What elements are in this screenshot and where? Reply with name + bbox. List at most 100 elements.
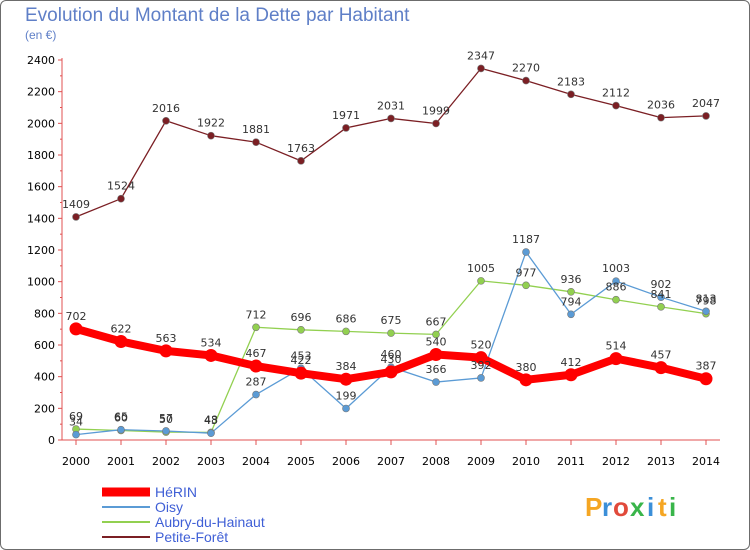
data-label: 902 [651,278,672,291]
data-label: 520 [471,339,492,352]
data-label: 813 [696,292,717,305]
data-point [702,307,710,316]
data-label: 1971 [332,109,360,122]
brand-letter: r [602,492,612,522]
y-tick-label: 600 [34,339,55,352]
data-label: 1524 [107,180,135,193]
data-label: 563 [156,332,177,345]
data-point [162,117,170,125]
data-label: 387 [696,360,717,373]
data-point [432,119,440,128]
data-label: 1005 [467,262,495,275]
data-point [654,361,668,375]
data-point [162,427,170,435]
data-point [252,390,260,399]
data-point [657,113,665,122]
legend-label: HéRIN [155,484,197,500]
data-label: 60 [114,412,128,425]
data-point [612,277,620,285]
data-label: 540 [426,336,447,349]
data-label: 467 [246,347,267,360]
data-point [699,372,713,386]
y-tick-label: 0 [48,434,55,447]
x-tick-label: 2005 [287,455,315,468]
brand-letter: o [613,492,629,522]
data-label: 2347 [467,49,495,62]
x-tick-label: 2010 [512,455,540,468]
data-point [72,213,80,221]
axes: 0 200 400 600 800 1000 1200 1400 1600 1800 2000 220… [27,54,720,468]
data-point [207,131,215,140]
y-tick-label: 2400 [27,54,55,67]
x-tick-label: 2000 [62,455,90,468]
data-point [702,112,710,120]
data-label: 43 [204,414,218,427]
data-point [567,310,575,319]
x-tick-label: 2013 [647,455,675,468]
data-label: 2112 [602,87,630,100]
data-label: 1003 [602,262,630,275]
data-point [117,194,125,203]
data-label: 392 [471,359,492,372]
data-label: 702 [66,310,87,323]
data-point [564,368,578,382]
data-label: 2016 [152,102,180,115]
y-tick-label: 2200 [27,86,55,99]
x-tick-label: 2006 [332,455,360,468]
chart-subtitle: (en €) [25,28,57,42]
data-label: 1763 [287,142,315,155]
data-point [657,293,665,301]
data-point [159,344,173,358]
brand-letter: t [658,492,667,522]
data-point [252,323,260,332]
x-tick-label: 2002 [152,455,180,468]
y-tick-label: 1600 [27,181,55,194]
data-label: 69 [69,410,83,423]
chart-title: Evolution du Montant de la Dette par Hab… [25,5,410,26]
data-point [567,287,575,296]
y-tick-label: 200 [34,402,55,415]
data-label: 2047 [692,97,720,110]
data-point [117,425,125,434]
data-label: 675 [381,314,402,327]
data-label: 622 [111,323,132,336]
y-tick-label: 400 [34,371,55,384]
x-tick-label: 2001 [107,455,135,468]
data-label: 841 [651,288,672,301]
data-label: 34 [69,416,83,429]
data-label: 667 [426,315,447,328]
data-point [207,429,215,437]
data-point [522,76,530,85]
data-point [387,114,395,123]
data-label: 514 [606,340,627,353]
data-point [339,372,353,386]
data-label: 57 [159,412,173,425]
data-point [522,281,530,290]
data-label: 794 [561,295,582,308]
x-tick-label: 2012 [602,455,630,468]
x-tick-label: 2004 [242,455,270,468]
data-point [432,378,440,386]
data-label: 1881 [242,123,270,136]
data-label: 460 [381,348,402,361]
data-point [432,330,440,339]
legend-label: Aubry-du-Hainaut [155,514,265,530]
data-point [477,64,485,73]
x-tick-label: 2009 [467,455,495,468]
data-point [657,303,665,311]
data-label: 2183 [557,75,585,88]
data-label: 50 [159,413,173,426]
data-label: 412 [561,356,582,369]
data-point [342,124,350,132]
y-tick-label: 1400 [27,212,55,225]
y-tick-label: 2000 [27,117,55,130]
data-label: 2031 [377,99,405,112]
series-lines [72,67,710,436]
data-point [297,325,305,334]
data-point [477,374,485,382]
y-tick-label: 1200 [27,244,55,257]
data-point [609,352,623,366]
data-label: 1922 [197,117,225,130]
data-point [429,348,443,361]
